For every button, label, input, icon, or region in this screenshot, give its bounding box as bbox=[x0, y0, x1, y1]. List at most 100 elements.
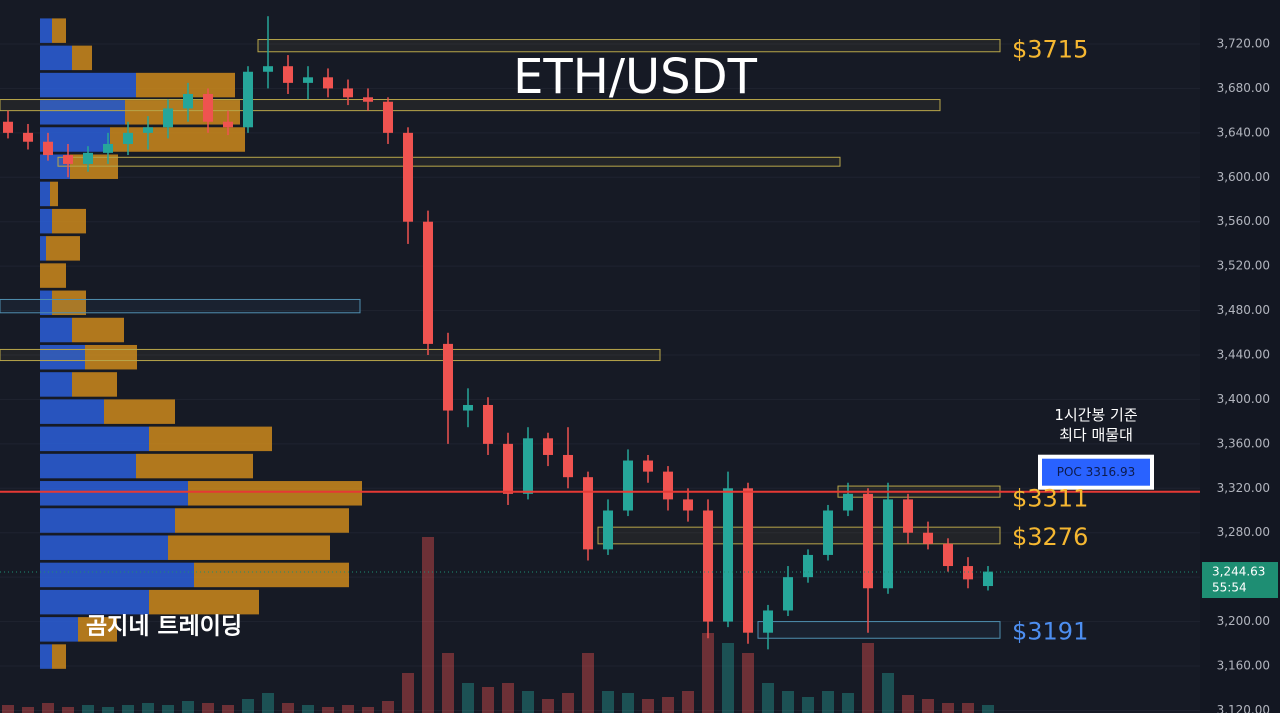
candle-body bbox=[803, 554, 813, 578]
volume-bar bbox=[322, 707, 334, 713]
volume-bar bbox=[262, 693, 274, 713]
candle-body bbox=[783, 577, 793, 611]
volume-bar bbox=[902, 695, 914, 713]
candle-body bbox=[843, 493, 853, 511]
candle-body bbox=[263, 66, 273, 72]
candle-body bbox=[43, 141, 53, 156]
profile-sell bbox=[50, 181, 58, 207]
candle-body bbox=[103, 143, 113, 153]
profile-buy bbox=[40, 535, 168, 560]
volume-bar bbox=[662, 697, 674, 713]
volume-bar bbox=[162, 705, 174, 713]
level-zone bbox=[0, 348, 661, 362]
profile-sell bbox=[52, 290, 86, 316]
level-label: $3715 bbox=[1012, 36, 1088, 64]
poc-label: POC 3316.93 bbox=[1057, 465, 1136, 479]
volume-bar bbox=[62, 707, 74, 713]
candle-body bbox=[763, 610, 773, 633]
candle-body bbox=[683, 499, 693, 511]
volume-bar bbox=[402, 673, 414, 713]
poc-note: 1시간봉 기준 bbox=[1054, 406, 1138, 424]
last-price-label: 3,244.63 bbox=[1212, 565, 1265, 579]
candle-body bbox=[343, 88, 353, 98]
volume-bar bbox=[762, 683, 774, 713]
volume-bar bbox=[962, 703, 974, 713]
profile-buy bbox=[40, 236, 46, 261]
level-zone bbox=[57, 156, 841, 167]
candle-body bbox=[523, 438, 533, 494]
poc-note: 최다 매물대 bbox=[1059, 426, 1133, 444]
volume-bar bbox=[622, 693, 634, 713]
candle-body bbox=[743, 488, 753, 633]
volume-bar bbox=[882, 673, 894, 713]
volume-bar bbox=[702, 633, 714, 713]
profile-sell bbox=[46, 236, 80, 261]
profile-buy bbox=[40, 181, 50, 207]
volume-bar bbox=[202, 703, 214, 713]
profile-buy bbox=[40, 45, 72, 71]
volume-bar bbox=[362, 707, 374, 713]
y-tick-label: 3,280.00 bbox=[1217, 525, 1270, 539]
candle-body bbox=[863, 493, 873, 589]
volume-bar bbox=[682, 691, 694, 713]
profile-buy bbox=[40, 508, 175, 533]
candle-body bbox=[583, 477, 593, 550]
volume-bar bbox=[382, 701, 394, 713]
poc-box bbox=[1042, 458, 1150, 486]
candle-body bbox=[703, 510, 713, 622]
candle-body bbox=[443, 343, 453, 411]
volume-bar bbox=[842, 693, 854, 713]
level-zone bbox=[257, 39, 1001, 53]
profile-sell bbox=[78, 617, 117, 642]
volume-bar bbox=[522, 691, 534, 713]
candle-body bbox=[463, 404, 473, 411]
volume-bar bbox=[602, 691, 614, 713]
volume-bar bbox=[222, 705, 234, 713]
profile-sell bbox=[125, 100, 240, 125]
volume-bar bbox=[102, 707, 114, 713]
volume-bar bbox=[802, 697, 814, 713]
candle-body bbox=[3, 121, 13, 133]
candle-body bbox=[623, 460, 633, 511]
candle-body bbox=[483, 404, 493, 444]
candle-body bbox=[383, 101, 393, 133]
volume-bar bbox=[642, 699, 654, 713]
profile-sell bbox=[194, 562, 349, 588]
profile-sell bbox=[136, 72, 235, 98]
profile-sell bbox=[52, 644, 66, 669]
y-tick-label: 3,600.00 bbox=[1217, 170, 1270, 184]
candle-body bbox=[643, 460, 653, 472]
volume-bar bbox=[42, 703, 54, 713]
profile-sell bbox=[52, 18, 66, 43]
profile-sell bbox=[188, 481, 362, 506]
volume-bar bbox=[502, 683, 514, 713]
profile-buy bbox=[40, 100, 125, 125]
y-tick-label: 3,200.00 bbox=[1217, 614, 1270, 628]
level-label: $3276 bbox=[1012, 523, 1088, 551]
profile-buy bbox=[40, 562, 194, 588]
candle-body bbox=[123, 132, 133, 144]
profile-buy bbox=[40, 399, 104, 424]
profile-buy bbox=[40, 317, 72, 343]
volume-bar bbox=[422, 537, 434, 713]
level-label: $3311 bbox=[1012, 484, 1088, 512]
profile-sell bbox=[168, 535, 330, 560]
y-tick-label: 3,400.00 bbox=[1217, 392, 1270, 406]
candle-body bbox=[63, 155, 73, 164]
volume-bar bbox=[22, 707, 34, 713]
candle-body bbox=[423, 221, 433, 344]
volume-bar bbox=[482, 687, 494, 713]
profile-sell bbox=[72, 317, 124, 343]
last-price-box bbox=[1202, 562, 1278, 599]
watermark: 곰지네 트레이딩 bbox=[86, 614, 242, 640]
profile-buy bbox=[40, 644, 52, 669]
volume-bar bbox=[342, 705, 354, 713]
volume-bar bbox=[782, 691, 794, 713]
candle-body bbox=[243, 71, 253, 128]
profile-buy bbox=[40, 290, 52, 316]
y-tick-label: 3,560.00 bbox=[1217, 214, 1270, 228]
candle-body bbox=[903, 499, 913, 533]
candle-body bbox=[163, 108, 173, 128]
candle-body bbox=[983, 571, 993, 587]
